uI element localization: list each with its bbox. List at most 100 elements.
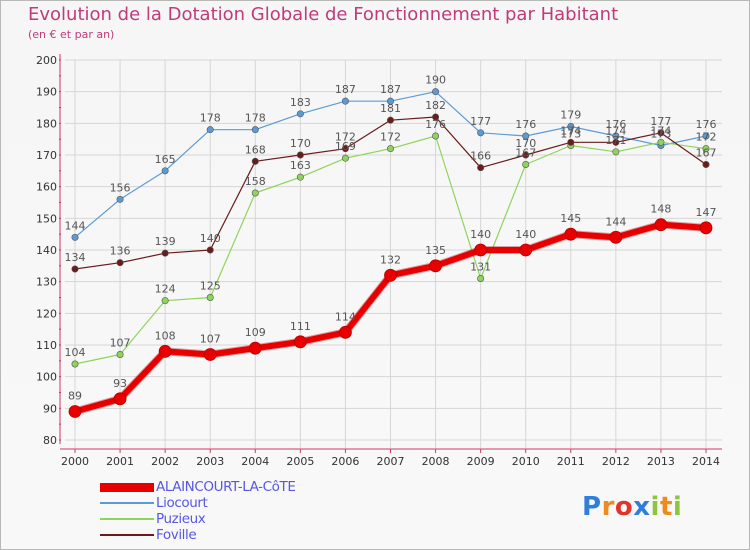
data-label: 187	[335, 83, 356, 96]
data-label: 170	[290, 137, 311, 150]
x-tick-label: 2002	[151, 455, 179, 468]
data-point	[519, 243, 533, 257]
data-label: 131	[470, 261, 491, 274]
series-alaincourt-la-c-te	[68, 218, 713, 418]
data-point	[161, 167, 169, 175]
data-label: 93	[113, 377, 127, 390]
data-point	[116, 195, 124, 203]
y-tick-label: 190	[36, 86, 57, 99]
data-point	[206, 246, 214, 254]
x-tick-label: 2014	[692, 455, 720, 468]
data-point	[161, 249, 169, 257]
data-label: 124	[155, 283, 176, 296]
data-point	[341, 145, 349, 153]
data-label: 178	[200, 112, 221, 125]
data-label: 111	[290, 320, 311, 333]
data-point	[116, 350, 124, 358]
data-label: 158	[245, 175, 266, 188]
data-label: 125	[200, 280, 221, 293]
data-point	[296, 151, 304, 159]
data-label: 139	[155, 235, 176, 248]
data-point	[71, 233, 79, 241]
data-label: 109	[245, 326, 266, 339]
chart-subtitle: (en € et par an)	[28, 28, 115, 41]
data-label: 176	[425, 118, 446, 131]
data-label: 187	[380, 83, 401, 96]
data-point	[657, 129, 665, 137]
legend-swatch	[100, 518, 154, 520]
data-point	[251, 189, 259, 197]
x-tick-label: 2004	[241, 455, 269, 468]
legend-label: ALAINCOURT-LA-CôTE	[156, 479, 296, 495]
data-point	[296, 173, 304, 181]
data-label: 165	[155, 153, 176, 166]
data-point	[657, 138, 665, 146]
y-tick-label: 120	[36, 307, 57, 320]
data-label: 177	[470, 115, 491, 128]
legend-label: Foville	[156, 527, 197, 543]
y-tick-label: 80	[43, 434, 57, 447]
legend-swatch	[100, 482, 154, 492]
axis-layer: 80 90 100 110 120 130 140 150 160 170 180 190 200 200…	[36, 54, 722, 468]
data-point	[293, 335, 307, 349]
data-point	[477, 274, 485, 282]
y-tick-label: 160	[36, 181, 57, 194]
data-label: 190	[425, 74, 446, 87]
y-tick-label: 130	[36, 276, 57, 289]
data-label: 104	[65, 346, 86, 359]
data-point	[567, 123, 575, 131]
legend-swatch	[100, 534, 154, 536]
y-tick-label: 140	[36, 244, 57, 257]
data-point	[612, 138, 620, 146]
data-point	[251, 126, 259, 134]
data-label: 171	[605, 134, 626, 147]
data-point	[339, 325, 352, 339]
data-point	[386, 145, 394, 153]
data-label: 163	[290, 159, 311, 172]
data-point	[474, 243, 488, 257]
data-point	[702, 145, 710, 153]
data-label: 172	[380, 131, 401, 144]
x-tick-label: 2012	[602, 455, 630, 468]
data-label: 135	[425, 244, 446, 257]
data-label: 179	[560, 109, 581, 122]
data-label: 140	[470, 228, 491, 241]
legend-label: Liocourt	[156, 495, 208, 511]
data-label: 183	[290, 96, 311, 109]
data-label: 173	[560, 128, 581, 141]
data-label: 168	[245, 143, 266, 156]
x-tick-label: 2013	[647, 455, 675, 468]
data-point	[386, 97, 394, 105]
data-label: 176	[515, 118, 536, 131]
data-point	[71, 360, 79, 368]
data-label: 181	[380, 102, 401, 115]
y-tick-label: 90	[43, 402, 57, 415]
series-puzieux	[71, 132, 710, 368]
y-tick-label: 100	[36, 371, 57, 384]
data-label: 174	[560, 124, 581, 137]
data-point	[113, 392, 127, 406]
data-point	[477, 129, 485, 137]
data-label: 182	[425, 99, 446, 112]
data-label: 172	[335, 131, 356, 144]
data-point	[116, 259, 124, 267]
data-label: 156	[110, 181, 131, 194]
data-point	[158, 344, 172, 358]
data-point	[702, 132, 710, 140]
data-point	[341, 154, 349, 162]
data-point	[296, 110, 304, 118]
data-label: 108	[155, 329, 176, 342]
y-tick-label: 170	[36, 149, 57, 162]
data-point	[206, 293, 214, 301]
x-tick-label: 2011	[557, 455, 585, 468]
data-label: 166	[470, 150, 491, 163]
data-point	[206, 126, 214, 134]
proxiti-logo: Proxiti	[582, 492, 683, 522]
grid-layer	[65, 59, 722, 448]
x-tick-label: 2005	[286, 455, 314, 468]
legend-swatch	[100, 502, 154, 504]
data-label: 169	[335, 140, 356, 153]
data-label: 172	[696, 131, 717, 144]
data-label: 140	[200, 232, 221, 245]
